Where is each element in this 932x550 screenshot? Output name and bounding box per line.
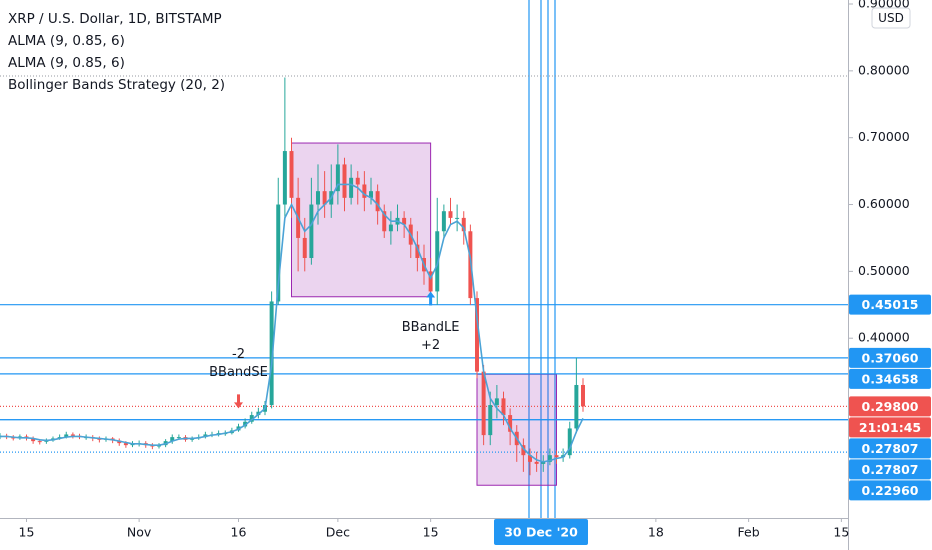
x-tick-label: 15 xyxy=(833,525,849,540)
price-label-box xyxy=(849,459,931,480)
price-label-box xyxy=(849,347,931,368)
candle-body xyxy=(475,298,479,372)
candle-body xyxy=(37,441,42,443)
countdown-box xyxy=(849,417,931,438)
y-tick-label: 0.90000 xyxy=(858,0,910,11)
candle-body xyxy=(375,191,380,212)
x-tick-label: 16 xyxy=(231,525,247,540)
candle-body xyxy=(276,204,281,302)
candle-body xyxy=(289,151,294,198)
signal-arrow xyxy=(426,291,436,306)
y-tick-label: 0.60000 xyxy=(858,196,910,211)
candle-body xyxy=(521,445,526,456)
y-tick-label: 0.70000 xyxy=(858,129,910,144)
x-tick-label: Dec xyxy=(326,525,350,540)
candle-body xyxy=(269,301,274,406)
candle-body xyxy=(31,438,36,442)
price-label: 0.27807 xyxy=(862,462,919,477)
candle-body xyxy=(388,224,393,232)
y-tick-label: 0.50000 xyxy=(858,263,910,278)
indicator-legend: Bollinger Bands Strategy (20, 2) xyxy=(8,77,225,93)
plot-area: BBandSE -2 BBandLE +2 xyxy=(0,77,848,486)
cursor-label-box xyxy=(494,519,588,545)
signal-qty: -2 xyxy=(232,347,245,362)
candle-body xyxy=(362,184,367,198)
candle-body xyxy=(382,211,387,232)
candle-body xyxy=(64,434,69,438)
signal-qty: +2 xyxy=(421,338,440,353)
indicator-legend: ALMA (9, 0.85, 6) xyxy=(8,33,125,49)
candle-body xyxy=(501,398,506,416)
candle-body xyxy=(302,237,307,258)
cursor-label: 30 Dec '20 xyxy=(504,525,578,540)
alma-line xyxy=(0,183,584,463)
candle-body xyxy=(574,384,579,429)
y-tick-label: 0.80000 xyxy=(858,62,910,77)
candle-body xyxy=(335,164,340,192)
candle-body xyxy=(355,177,360,185)
candle-body xyxy=(309,204,314,258)
candle-body xyxy=(435,231,440,292)
candle-body xyxy=(249,415,254,422)
currency-box[interactable] xyxy=(871,7,911,29)
candle-body xyxy=(342,164,347,198)
candle-body xyxy=(554,455,559,458)
candle-body xyxy=(282,151,287,205)
indicator-legend: ALMA (9, 0.85, 6) xyxy=(8,55,125,71)
candle-body xyxy=(349,177,354,198)
candle-body xyxy=(494,398,499,406)
candle-body xyxy=(322,191,327,205)
candle-body xyxy=(567,428,572,456)
candle-body xyxy=(170,437,175,442)
symbol-title: XRP / U.S. Dollar, 1D, BITSTAMP xyxy=(8,11,222,27)
signal-label: BBandLE xyxy=(402,320,460,335)
candle-body xyxy=(581,384,585,407)
price-label: 0.27807 xyxy=(862,441,919,456)
candle-body xyxy=(176,437,181,439)
candle-body xyxy=(541,461,546,464)
candle-body xyxy=(547,455,552,462)
candle-body xyxy=(455,217,460,219)
x-tick-label: 15 xyxy=(423,525,439,540)
candle-body xyxy=(481,371,486,436)
countdown: 21:01:45 xyxy=(859,420,921,435)
candle-body xyxy=(415,244,420,258)
x-tick-label: Feb xyxy=(738,525,760,540)
candle-body xyxy=(70,434,75,436)
candle-body xyxy=(402,217,407,225)
price-label: 0.37060 xyxy=(862,350,919,365)
candle-body xyxy=(369,191,373,198)
candle-body xyxy=(461,217,466,232)
crosshair-lines xyxy=(528,0,556,518)
x-tick-label: 15 xyxy=(19,525,35,540)
price-label-box xyxy=(849,294,931,315)
candle-body xyxy=(448,211,453,218)
price-label-box xyxy=(849,368,931,389)
y-tick-label: 0.40000 xyxy=(858,330,910,345)
price-label: 0.29800 xyxy=(862,399,919,414)
candle-body xyxy=(428,271,433,292)
price-label: 0.22960 xyxy=(862,483,919,498)
x-tick-label: Nov xyxy=(127,525,152,540)
currency: USD xyxy=(878,11,904,25)
candle-body xyxy=(534,461,539,464)
candle-body xyxy=(123,443,128,446)
price-label: 0.34658 xyxy=(862,371,919,386)
price-label-box xyxy=(849,396,931,417)
price-label-box xyxy=(849,438,931,459)
x-tick-label: 18 xyxy=(648,525,664,540)
strategy-box xyxy=(291,142,432,298)
candle-body xyxy=(488,405,493,436)
candle-body xyxy=(528,455,532,462)
price-label: 0.45015 xyxy=(862,297,919,312)
signal-arrow xyxy=(234,394,243,409)
candle-body xyxy=(508,415,513,432)
signal-label: BBandSE xyxy=(209,365,268,380)
candle-body xyxy=(316,191,320,205)
price-label-box xyxy=(849,480,931,501)
candle-body xyxy=(441,211,446,232)
